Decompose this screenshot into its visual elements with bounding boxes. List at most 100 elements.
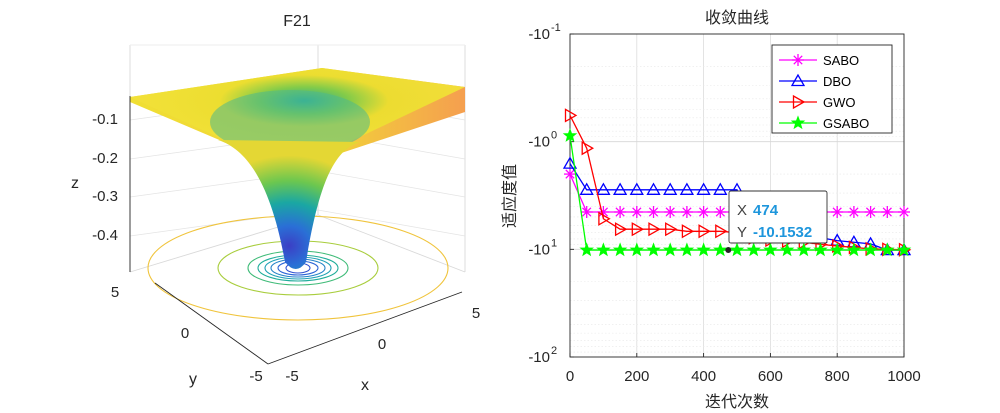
z-ticks: -0.1 -0.2 -0.3 -0.4 (92, 111, 118, 244)
convergence-title: 收敛曲线 (705, 8, 769, 27)
data-point (598, 211, 611, 226)
datatip[interactable]: X 474 Y -10.1532 (725, 190, 828, 254)
legend-marker (790, 115, 806, 130)
legend-marker (790, 73, 806, 87)
data-point (662, 242, 678, 257)
y-tick-label: -10 (528, 26, 550, 43)
data-point (864, 205, 877, 218)
z-tick-label: -0.2 (92, 150, 118, 167)
legend-marker (792, 54, 804, 66)
x-tick-label: 400 (691, 368, 716, 385)
y-tick-label: -10 (528, 349, 550, 366)
data-point (630, 205, 643, 218)
y-tick-label: -5 (249, 368, 262, 385)
data-point (715, 224, 728, 239)
y-tick-label: 5 (111, 284, 119, 301)
data-point (665, 222, 678, 237)
data-point (564, 168, 576, 181)
x-axis-label: x (361, 377, 369, 394)
data-point (564, 108, 578, 123)
y-tick-exponent: -1 (551, 22, 561, 34)
data-point (696, 182, 711, 195)
data-point (612, 182, 628, 195)
legend-marker (792, 94, 806, 110)
convergence-plot: 0 200 400 600 800 1000 -10 -1-10 0-10 1-10 2 收敛曲线… (500, 8, 921, 411)
data-point (580, 205, 593, 218)
legend-item-dbo: DBO (779, 73, 851, 89)
data-point (831, 205, 844, 218)
data-point (681, 224, 695, 239)
data-point (631, 222, 645, 237)
data-point (863, 242, 878, 257)
y-tick-label: 0 (181, 325, 189, 342)
data-point (698, 224, 711, 239)
x-tick-label: 0 (566, 368, 574, 385)
surface-plot: F21 -0.1 -0.2 -0.3 -0.4 z 5 0 -5 y -5 0 … (71, 13, 480, 394)
data-point (647, 205, 660, 218)
data-point (663, 182, 678, 195)
z-tick-label: -0.4 (92, 227, 118, 244)
legend-label: SABO (823, 53, 859, 68)
datatip-box (728, 190, 828, 244)
x-tick-label: 600 (758, 368, 783, 385)
data-point (813, 242, 828, 257)
data-point (729, 242, 745, 257)
data-point (796, 242, 812, 257)
datatip-x-value: 474 (753, 202, 779, 219)
data-point (562, 128, 578, 142)
data-point (679, 242, 695, 257)
legend: SABO DBO GWO GSABO (771, 44, 893, 134)
data-point (898, 205, 910, 218)
x-tick-label: 1000 (887, 368, 920, 385)
y-ticks: -10 -1-10 0-10 1-10 2 (528, 22, 574, 366)
data-point (696, 242, 711, 257)
y-tick-exponent: 0 (551, 130, 557, 142)
data-point (579, 182, 594, 195)
data-point (746, 242, 761, 257)
y-ticks: 5 0 -5 (111, 284, 263, 385)
y-axis-label: y (189, 371, 197, 388)
datatip-y-label: Y (737, 224, 747, 241)
legend-item-sabo: SABO (779, 53, 859, 68)
surface-mesh (130, 68, 465, 269)
svg-text:Y-10.1532: Y -10.1532 (737, 224, 812, 241)
data-point (581, 141, 595, 156)
x-ticks: 0 200 400 600 800 1000 (566, 353, 921, 385)
y-tick-exponent: 2 (551, 345, 557, 357)
legend-item-gsabo: GSABO (779, 115, 869, 131)
data-point (697, 205, 710, 218)
x-tick-label: 5 (472, 305, 480, 322)
datatip-x-label: X (737, 202, 747, 219)
data-point (846, 242, 862, 257)
data-point (714, 205, 727, 218)
data-point (763, 242, 778, 257)
z-tick-label: -0.1 (92, 111, 118, 128)
data-point (713, 242, 728, 257)
z-tick-label: -0.3 (92, 188, 118, 205)
x-tick-label: 800 (825, 368, 850, 385)
data-point (713, 182, 728, 195)
data-point (880, 242, 895, 257)
surface-title: F21 (283, 13, 311, 30)
data-point (829, 242, 845, 257)
legend-label: GSABO (823, 116, 869, 131)
x-tick-label: 200 (624, 368, 649, 385)
x-axis-label: 迭代次数 (705, 392, 769, 411)
y-axis-label: 适应度值 (500, 164, 519, 228)
x-ticks: -5 0 5 (285, 305, 480, 385)
data-point (847, 205, 860, 218)
x-tick-label: 0 (378, 336, 386, 353)
data-point (596, 242, 611, 257)
data-point (579, 242, 594, 257)
data-point (648, 222, 661, 237)
series-gsabo (562, 128, 912, 257)
data-point (779, 242, 795, 257)
data-point (881, 205, 894, 218)
data-point (629, 182, 644, 195)
data-point (614, 205, 627, 218)
legend-label: GWO (823, 95, 856, 110)
data-point (562, 156, 578, 169)
data-point (614, 222, 628, 237)
